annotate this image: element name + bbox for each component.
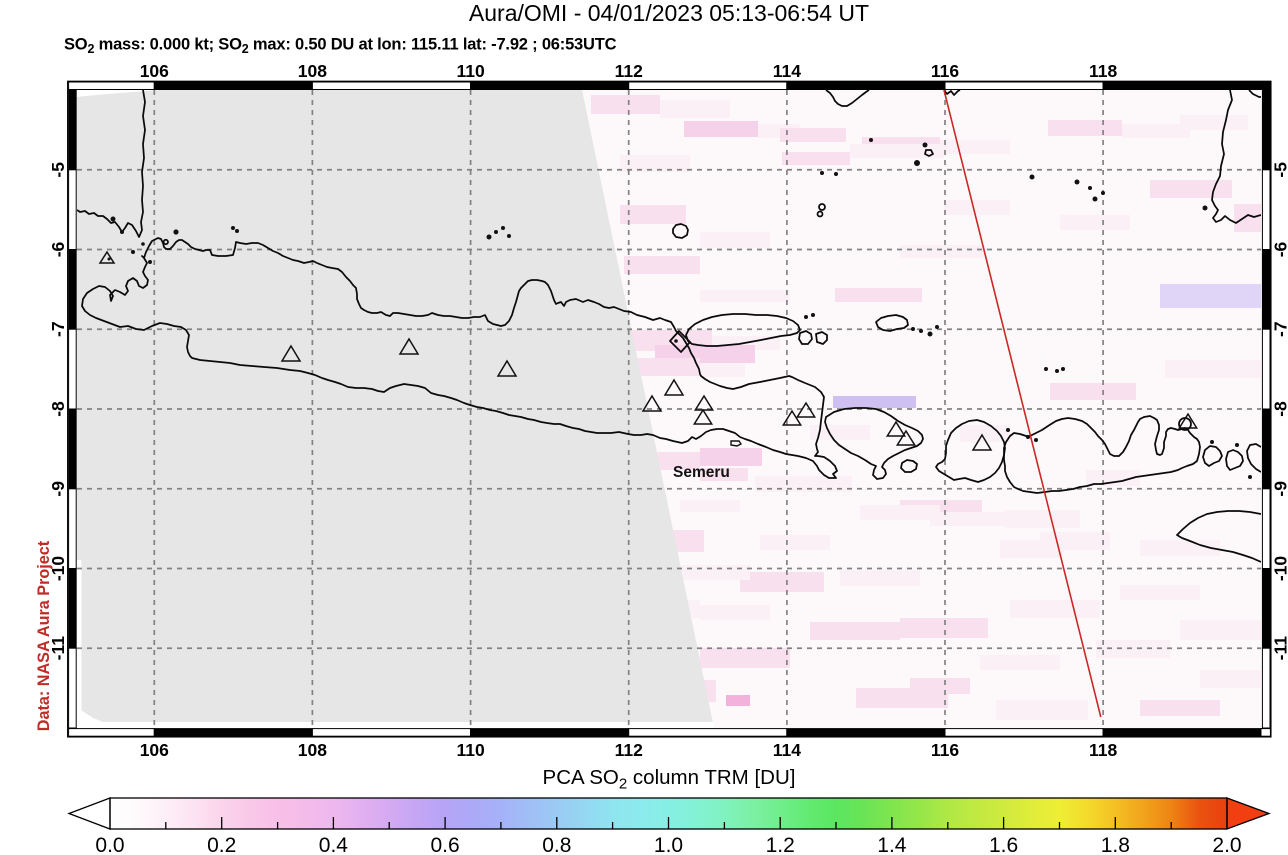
svg-text:110: 110 (456, 740, 484, 760)
svg-text:PCA SO2 column TRM [DU]: PCA SO2 column TRM [DU] (543, 766, 796, 793)
svg-text:0.8: 0.8 (542, 834, 571, 855)
svg-text:-8: -8 (1271, 401, 1288, 417)
svg-text:-6: -6 (1271, 241, 1288, 257)
svg-text:110: 110 (456, 61, 484, 81)
svg-text:Aura/OMI - 04/01/2023 05:13-06: Aura/OMI - 04/01/2023 05:13-06:54 UT (469, 0, 869, 26)
svg-text:-11: -11 (48, 636, 68, 661)
svg-text:-6: -6 (48, 241, 68, 257)
svg-text:114: 114 (773, 61, 801, 81)
svg-text:2.0: 2.0 (1212, 834, 1241, 855)
svg-text:-5: -5 (1271, 162, 1288, 178)
svg-text:108: 108 (298, 740, 327, 760)
svg-text:1.2: 1.2 (766, 834, 795, 855)
svg-text:116: 116 (931, 61, 959, 81)
svg-text:-7: -7 (1271, 321, 1288, 337)
svg-text:108: 108 (298, 61, 327, 81)
svg-text:-8: -8 (48, 401, 68, 417)
svg-text:0.4: 0.4 (319, 834, 349, 855)
svg-text:118: 118 (1089, 61, 1117, 81)
svg-text:114: 114 (773, 740, 801, 760)
svg-text:-5: -5 (48, 162, 68, 178)
svg-text:-11: -11 (1271, 636, 1288, 661)
svg-text:-9: -9 (1271, 481, 1288, 497)
svg-text:SO2 mass: 0.000 kt; SO2 max: 0: SO2 mass: 0.000 kt; SO2 max: 0.50 DU at … (64, 36, 617, 57)
svg-text:112: 112 (615, 740, 643, 760)
svg-text:-9: -9 (48, 481, 68, 497)
svg-text:116: 116 (931, 740, 959, 760)
svg-text:-10: -10 (48, 556, 68, 582)
svg-text:1.4: 1.4 (877, 834, 907, 855)
svg-text:118: 118 (1089, 740, 1117, 760)
svg-text:106: 106 (140, 61, 169, 81)
svg-text:1.0: 1.0 (654, 834, 683, 855)
svg-text:1.6: 1.6 (989, 834, 1018, 855)
svg-text:112: 112 (615, 61, 643, 81)
svg-text:0.6: 0.6 (430, 834, 459, 855)
svg-text:1.8: 1.8 (1101, 834, 1130, 855)
svg-text:0.0: 0.0 (95, 834, 124, 855)
svg-text:-10: -10 (1271, 556, 1288, 582)
svg-text:Data: NASA Aura Project: Data: NASA Aura Project (35, 540, 53, 731)
svg-text:Semeru: Semeru (673, 464, 730, 481)
svg-text:106: 106 (140, 740, 169, 760)
svg-text:-7: -7 (48, 321, 68, 337)
svg-text:0.2: 0.2 (207, 834, 236, 855)
